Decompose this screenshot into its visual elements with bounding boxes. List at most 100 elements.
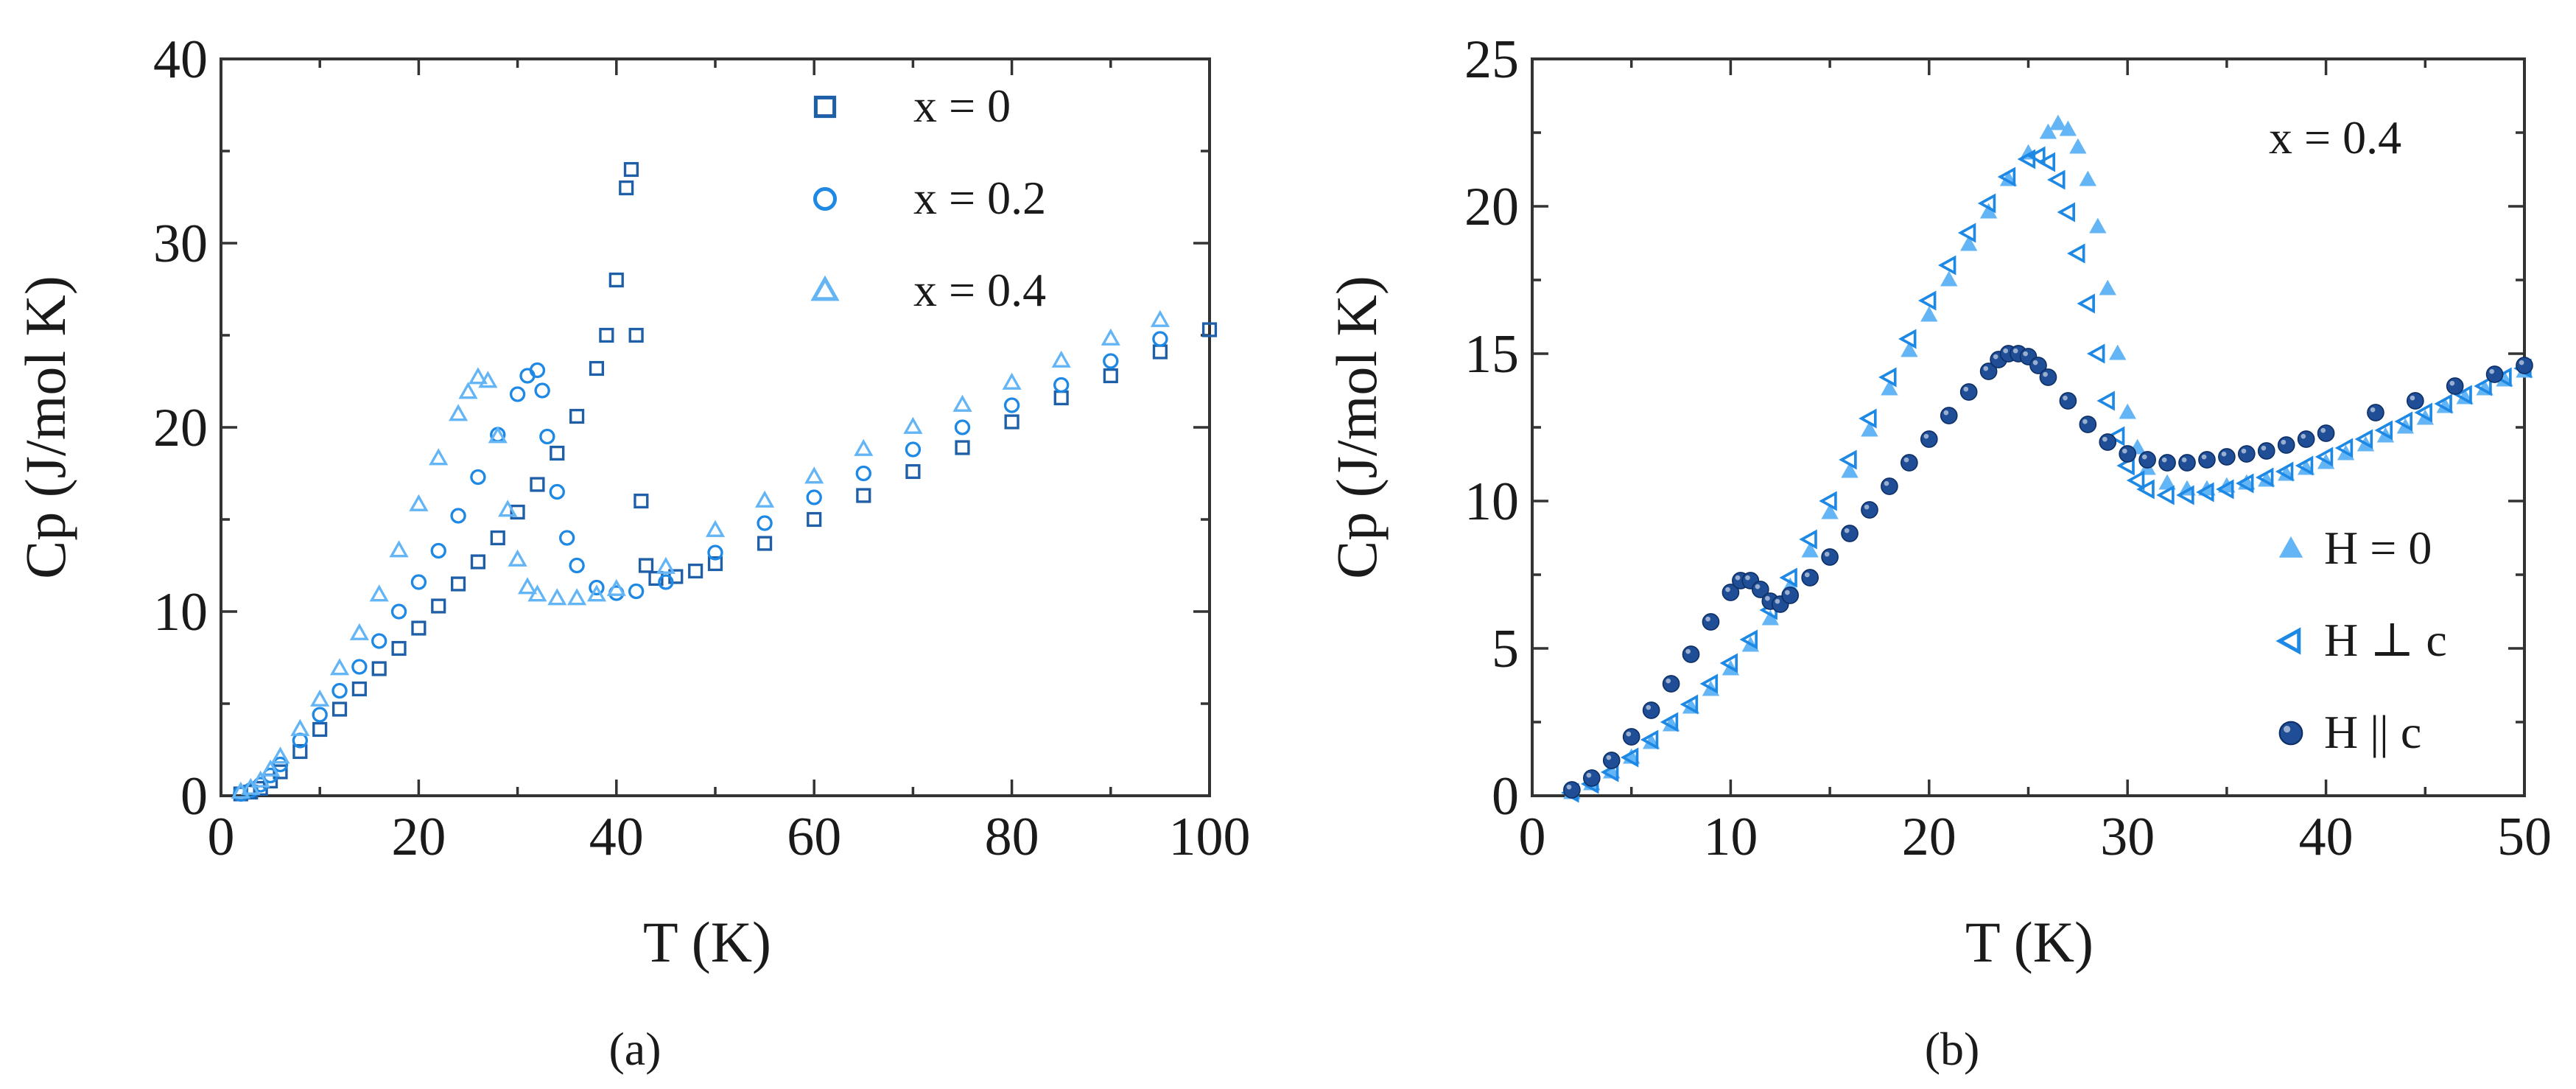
- data-point: [2079, 170, 2097, 186]
- data-point: [2039, 123, 2057, 139]
- data-point: [2446, 377, 2464, 395]
- data-point: [1101, 328, 1120, 346]
- data-point: [2027, 146, 2046, 167]
- data-point: [2089, 217, 2107, 234]
- x-tick-label: 40: [589, 807, 644, 867]
- data-point: [450, 508, 466, 524]
- series-2: [1563, 345, 2533, 799]
- data-point: [757, 515, 773, 531]
- data-point: [905, 463, 921, 480]
- data-point: [312, 721, 328, 738]
- y-tick-label: 0: [1492, 766, 1519, 827]
- data-point: [431, 598, 446, 614]
- data-point: [1563, 781, 1581, 799]
- panel-a-y-axis-label: Cp (J/mol K): [13, 276, 77, 579]
- legend-marker: [813, 95, 837, 119]
- data-point: [510, 504, 525, 520]
- data-point: [517, 577, 538, 595]
- data-point: [2257, 442, 2275, 460]
- data-point: [1152, 331, 1168, 347]
- series-0: [1563, 114, 2533, 799]
- data-point: [2334, 438, 2354, 458]
- x-tick-label: 60: [787, 807, 841, 867]
- data-point: [1103, 368, 1118, 384]
- panel-a-plot-frame: [220, 57, 1211, 797]
- legend-entry: x = 0.2: [813, 172, 1046, 224]
- data-point: [1201, 322, 1218, 337]
- data-point: [429, 448, 449, 466]
- data-point: [2493, 367, 2512, 388]
- data-point: [550, 445, 565, 461]
- data-point: [1719, 653, 1738, 673]
- data-point: [250, 770, 270, 788]
- data-point: [1940, 270, 1958, 287]
- legend-entry: H || c: [2278, 706, 2421, 758]
- data-point: [606, 578, 626, 596]
- data-point: [2138, 451, 2156, 469]
- data-point: [369, 584, 389, 602]
- data-point: [2317, 424, 2335, 442]
- data-point: [490, 530, 505, 546]
- y-tick-label: 0: [180, 766, 208, 827]
- y-tick-label: 20: [153, 398, 208, 458]
- data-point: [2057, 202, 2075, 223]
- legend-marker: [810, 275, 840, 301]
- x-tick-label: 20: [1902, 807, 1956, 867]
- data-point: [658, 574, 674, 590]
- data-point: [331, 682, 348, 699]
- legend-label: x = 0.4: [913, 264, 1046, 316]
- data-point: [1841, 462, 1859, 478]
- data-point: [628, 327, 644, 343]
- y-tick-label: 10: [1464, 472, 1519, 532]
- data-point: [2079, 416, 2097, 433]
- data-point: [270, 746, 290, 764]
- data-point: [351, 659, 368, 675]
- data-point: [530, 477, 545, 492]
- data-point: [1821, 548, 1839, 566]
- y-tick-label: 15: [1464, 324, 1519, 385]
- data-point: [1642, 701, 1660, 719]
- data-point: [2238, 445, 2256, 463]
- data-point: [955, 440, 970, 455]
- data-point: [2119, 403, 2136, 419]
- data-point: [272, 756, 289, 773]
- data-point: [1920, 430, 1938, 448]
- legend-marker: [2278, 721, 2303, 746]
- data-point: [623, 161, 639, 178]
- y-tick-label: 40: [153, 29, 208, 90]
- panel-b-y-axis-label: Cp (J/mol K): [1324, 276, 1389, 579]
- data-point: [1901, 454, 1918, 472]
- data-point: [534, 382, 550, 399]
- data-point: [599, 327, 614, 343]
- data-point: [1699, 673, 1719, 694]
- data-point: [807, 511, 822, 528]
- data-point: [1582, 769, 1601, 787]
- data-point: [2407, 392, 2424, 410]
- data-point: [273, 764, 288, 780]
- legend-entry: x = 0.4: [810, 264, 1046, 316]
- data-point: [1859, 408, 1877, 429]
- data-point: [2414, 402, 2432, 423]
- data-point: [312, 707, 328, 723]
- data-point: [1739, 629, 1758, 650]
- data-point: [1861, 421, 1878, 437]
- data-point: [539, 428, 555, 445]
- panel-a-ticks: 0 20 40 60 80 100 0 10 20 30 40: [153, 29, 1251, 867]
- data-point: [1801, 569, 1819, 586]
- data-point: [1979, 203, 1998, 219]
- data-point: [1881, 477, 1898, 495]
- y-tick-label: 25: [1464, 29, 1519, 90]
- x-tick-label: 0: [208, 807, 235, 867]
- data-point: [1917, 290, 1937, 311]
- data-point: [1898, 329, 1917, 349]
- data-point: [1819, 491, 1837, 511]
- data-point: [586, 584, 607, 602]
- data-point: [1979, 363, 1998, 380]
- data-point: [391, 640, 407, 656]
- data-point: [2218, 448, 2236, 466]
- data-point: [2158, 474, 2176, 490]
- data-point: [707, 544, 723, 561]
- data-point: [411, 620, 427, 636]
- x-tick-label: 50: [2497, 807, 2552, 867]
- data-point: [470, 469, 486, 486]
